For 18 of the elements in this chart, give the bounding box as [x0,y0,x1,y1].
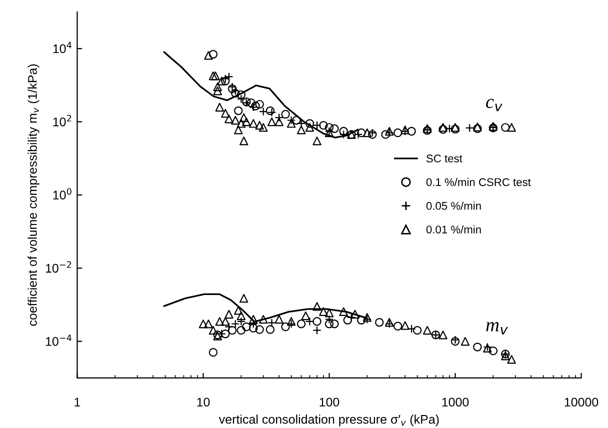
y-tick-label: 10$^{2}$ [53,114,72,126]
legend-label: SC test [426,154,462,162]
y-tick-label: 10$^{0}$ [53,188,72,200]
x-tick-label: 1 [74,398,80,406]
legend-label: 0.01 %/min [426,225,481,234]
legend-label: 0.1 %/min CSRC test [426,178,531,186]
y-axis-title: coefficient of volume compressibility m$_{v}$ (1/kPa) [28,64,40,326]
x-tick-label: 1000 [442,398,469,407]
y-tick-label: 10$^{−2}$ [46,261,72,273]
x-tick-label: 100 [320,398,340,407]
x-tick-label: 10 [197,398,210,407]
annotation: c$_{v}$ [486,98,503,112]
y-tick-label: 10$^{4}$ [53,42,72,54]
legend-label: 0.05 %/min [426,202,481,210]
x-tick-label: 10000 [564,398,598,407]
y-tick-label: 10$^{−4}$ [46,334,72,346]
annotation: m$_{v}$ [486,322,508,334]
x-axis-title: vertical consolidation pressure σ′$_{v}$ (kPa) [218,414,439,426]
